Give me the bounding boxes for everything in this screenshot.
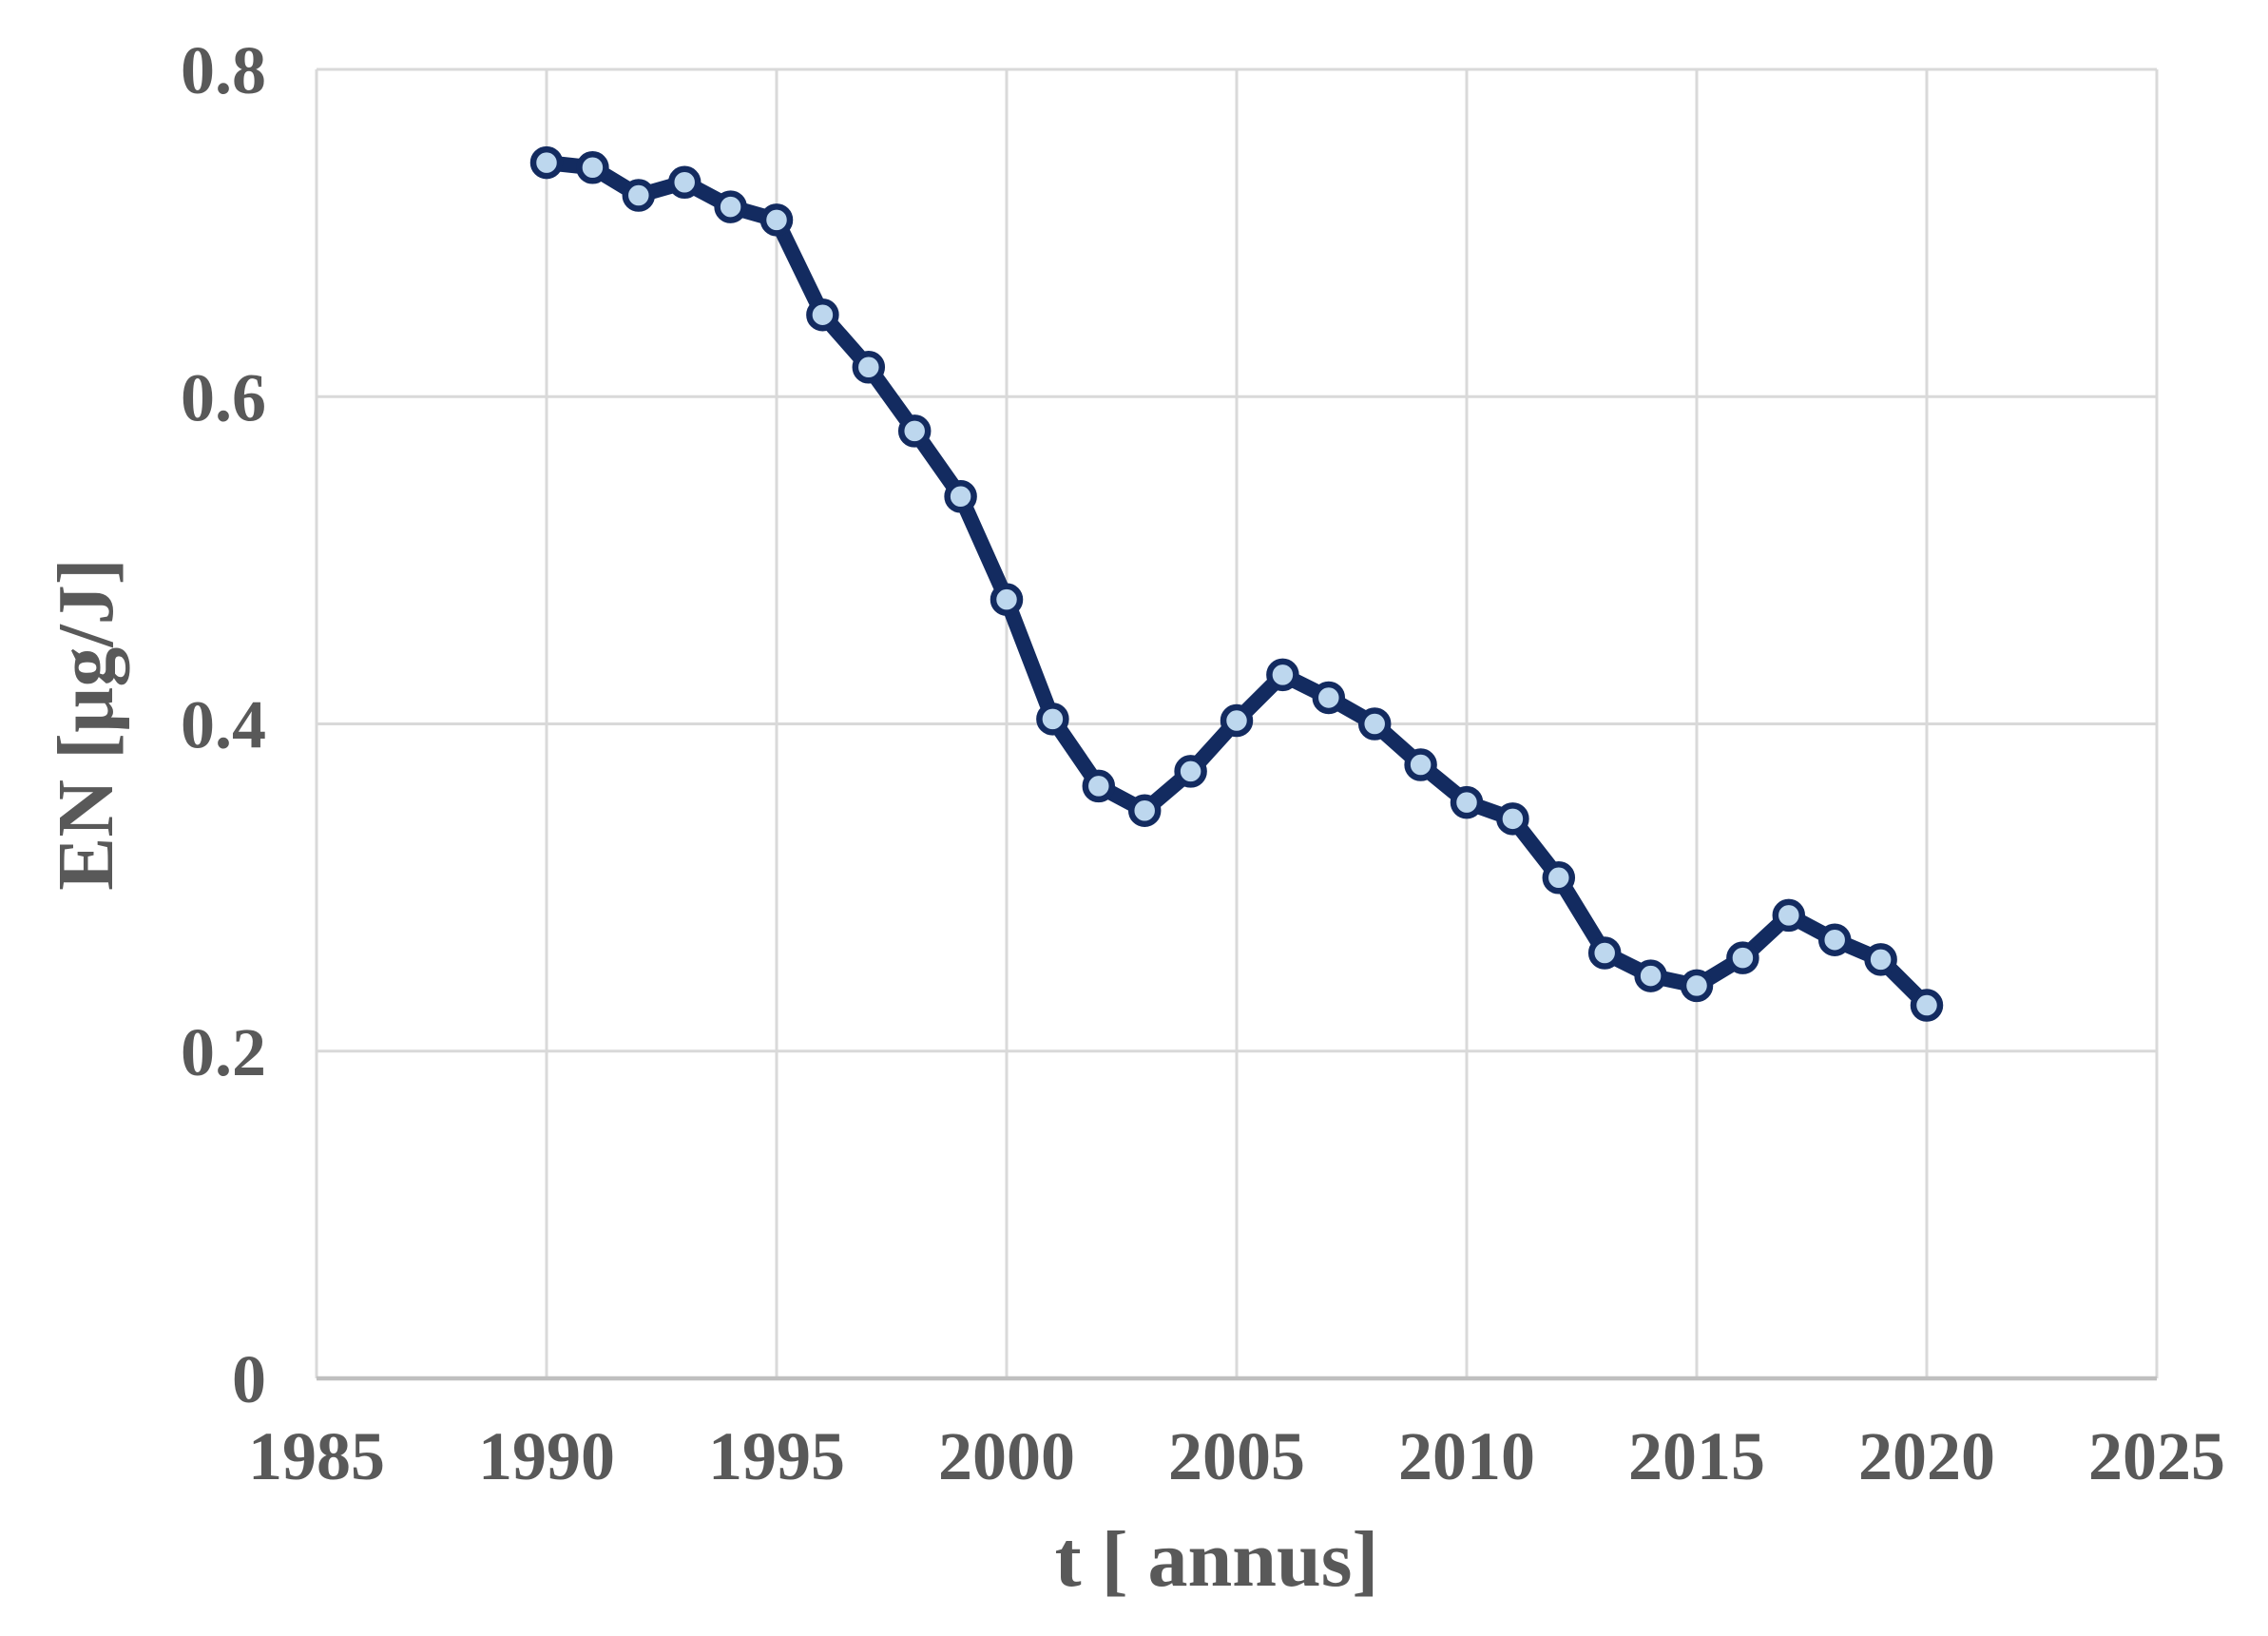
data-series: [529, 145, 1944, 1022]
x-tick-label-2005: 2005: [1168, 1418, 1305, 1494]
x-tick-label-1985: 1985: [248, 1418, 385, 1494]
y-tick-label-0.8: 0.8: [181, 32, 266, 108]
data-point-1996: [806, 298, 839, 332]
data-point-1995: [759, 203, 794, 237]
data-point-2003: [1127, 794, 1162, 827]
data-point-2005: [1220, 703, 1254, 738]
data-point-2015: [1680, 969, 1714, 1003]
x-tick-label-1995: 1995: [708, 1418, 845, 1494]
x-tick-label-2025: 2025: [2088, 1418, 2225, 1494]
x-axis-title: t [ annus]: [1055, 1515, 1379, 1604]
data-point-1992: [622, 179, 656, 212]
data-point-1994: [714, 190, 747, 223]
data-point-2020: [1910, 989, 1944, 1022]
y-tick-label-0: 0: [232, 1341, 266, 1417]
y-axis-tick-labels: 0 0.2 0.4 0.6 0.8: [181, 32, 266, 1417]
data-point-2011: [1496, 802, 1529, 836]
y-tick-label-0.2: 0.2: [181, 1014, 266, 1090]
data-point-2009: [1404, 748, 1437, 781]
data-point-2004: [1174, 755, 1207, 788]
data-point-2012: [1542, 861, 1576, 895]
data-point-2007: [1312, 681, 1346, 715]
data-point-1997: [852, 351, 886, 384]
data-point-2017: [1772, 898, 1806, 933]
x-tick-label-2015: 2015: [1628, 1418, 1765, 1494]
data-point-2014: [1634, 959, 1667, 992]
y-tick-label-0.4: 0.4: [181, 687, 266, 763]
data-point-2002: [1082, 769, 1116, 803]
data-point-1998: [897, 414, 932, 448]
data-point-1993: [667, 165, 702, 200]
data-point-2001: [1036, 703, 1069, 736]
y-axis-title: EN [µg/J]: [42, 558, 130, 890]
data-point-2000: [990, 583, 1024, 616]
data-point-2018: [1817, 923, 1852, 956]
x-tick-label-2010: 2010: [1398, 1418, 1535, 1494]
data-point-1999: [944, 479, 977, 513]
y-tick-label-0.6: 0.6: [181, 359, 266, 435]
data-point-2006: [1266, 658, 1299, 692]
x-tick-label-2020: 2020: [1858, 1418, 1995, 1494]
data-point-2008: [1357, 707, 1392, 741]
data-point-1991: [576, 151, 609, 184]
data-point-2013: [1587, 936, 1622, 970]
data-point-2019: [1864, 943, 1897, 976]
x-tick-label-1990: 1990: [478, 1418, 615, 1494]
data-point-2016: [1726, 941, 1759, 974]
x-tick-label-2000: 2000: [938, 1418, 1075, 1494]
data-point-2010: [1450, 785, 1484, 819]
data-point-1990: [529, 145, 564, 180]
x-axis-tick-labels: 1985 1990 1995 2000 2005 2010 2015 2020 2025: [248, 1418, 2225, 1494]
